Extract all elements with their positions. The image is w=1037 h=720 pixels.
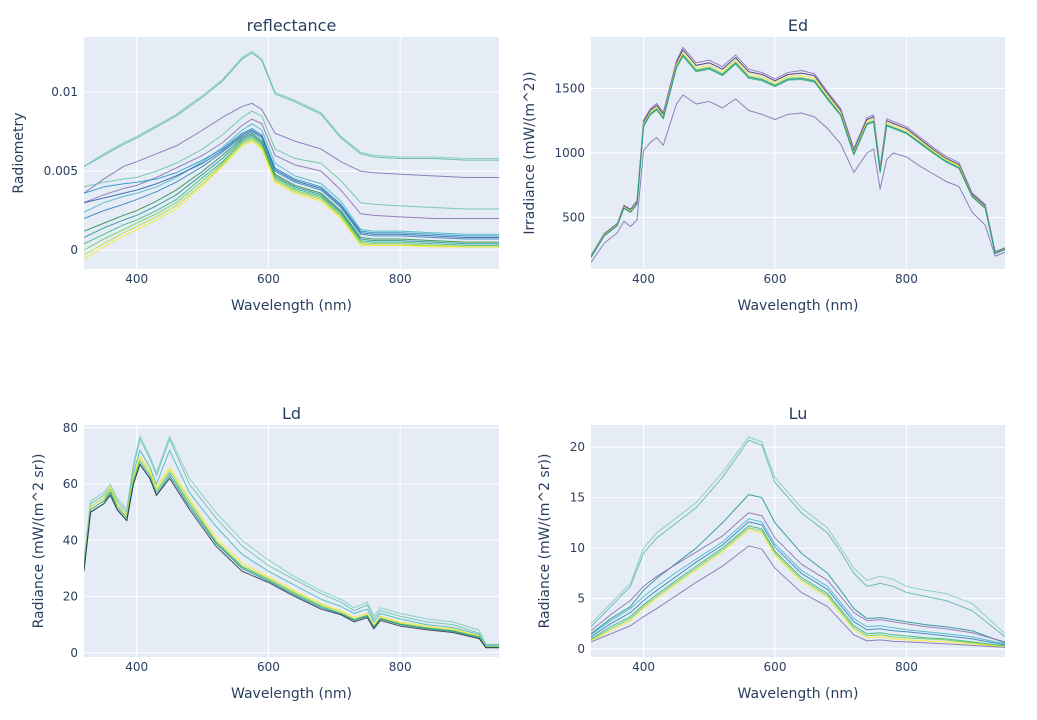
series-line-cast-2 [84,438,499,646]
series-line-cast-2 [591,49,1005,257]
x-tick-label: 600 [764,272,787,286]
y-tick-label: 40 [63,533,78,547]
series-line-cast-6 [84,128,499,237]
series-line-cast-4 [591,51,1005,258]
subplot-Lu: 400 600 800 0 5 10 15 20 Lu Wavelength (nm) Radian… [537,404,1005,702]
series-line-cast-9 [84,132,499,243]
subplot-Ed: 400 600 800 500 1000 1500 Ed Wavelength (nm) Irr… [522,16,1005,314]
y-axis-label: Radiometry [11,112,27,193]
x-tick-label: 600 [257,272,280,286]
subplot-reflectance: 400 600 800 0 0.005 0.01 reflectance Wavelength… [11,16,499,314]
series-group [84,50,499,260]
x-tick-label: 400 [125,272,148,286]
x-tick-label: 600 [764,660,787,674]
series-line-cast-1 [84,435,499,645]
series-line-cast-3 [84,110,499,210]
series-line-cast-9 [591,529,1005,648]
series-line-cast-5 [84,123,499,235]
plot-area [84,425,499,657]
series-line-cast-high-1 [84,50,499,167]
y-axis-label: Radiance (mW/(m^2 sr)) [31,454,47,629]
series-line-cast-6 [591,521,1005,646]
series-group [84,435,499,649]
y-tick-label: 0.005 [44,164,78,178]
x-tick-label: 800 [895,660,918,674]
series-group [591,46,1005,263]
series-line-cast-3 [591,494,1005,644]
y-tick-label: 500 [562,210,585,224]
series-line-cast-4 [84,455,499,648]
y-tick-label: 15 [570,491,585,505]
series-line-cast-4 [591,512,1005,643]
series-line-cast-6 [84,461,499,648]
y-axis-label: Radiance (mW/(m^2 sr)) [537,454,553,629]
plot-area [591,425,1005,657]
subplot-Ld: 400 600 800 0 20 40 60 80 Ld Wavelength (nm) Radia… [31,404,499,702]
x-tick-label: 800 [389,272,412,286]
series-line-cast-12 [84,137,499,251]
series-group [591,436,1005,648]
x-tick-label: 800 [389,660,412,674]
x-tick-label: 600 [257,660,280,674]
series-line-cast-high-2 [84,52,499,167]
series-line-cast-7 [591,54,1005,258]
series-line-cast-7 [84,129,499,238]
series-line-cast-8 [591,527,1005,647]
plot-area [84,37,499,269]
x-tick-label: 800 [895,272,918,286]
y-tick-label: 5 [577,591,585,605]
y-tick-label: 20 [63,590,78,604]
series-line-cast-10 [84,134,499,245]
y-tick-label: 0.01 [51,85,78,99]
y-tick-label: 1500 [554,82,585,96]
x-tick-label: 400 [125,660,148,674]
x-axis-label: Wavelength (nm) [738,686,859,702]
y-tick-label: 1000 [554,146,585,160]
series-line-cast-11 [84,135,499,246]
y-tick-label: 80 [63,421,78,435]
y-tick-label: 0 [70,243,78,257]
series-line-cast-3 [591,46,1005,256]
series-line-cast-1 [591,94,1005,263]
series-line-cast-10 [591,545,1005,648]
y-tick-label: 0 [577,642,585,656]
series-line-cast-2 [84,102,499,194]
y-tick-label: 60 [63,477,78,491]
x-axis-label: Wavelength (nm) [231,686,352,702]
y-axis-label: Irradiance (mW/(m^2)) [522,71,538,234]
series-line-cast-7 [591,525,1005,647]
subplot-title: Ld [282,404,301,423]
x-axis-label: Wavelength (nm) [738,298,859,314]
series-line-cast-8 [84,463,499,649]
series-line-cast-8 [84,131,499,240]
subplot-title: Ed [788,16,808,35]
y-tick-label: 10 [570,541,585,555]
subplot-title: Lu [789,404,808,423]
x-tick-label: 400 [632,660,655,674]
series-line-cast-high-1 [591,436,1005,635]
series-line-cast-14 [84,140,499,260]
series-line-cast-5 [591,518,1005,645]
x-tick-label: 400 [632,272,655,286]
y-tick-label: 20 [570,440,585,454]
y-tick-label: 0 [70,646,78,660]
subplot-title: reflectance [247,16,337,35]
x-axis-label: Wavelength (nm) [231,298,352,314]
series-line-cast-high-2 [591,439,1005,638]
series-line-cast-4 [84,118,499,219]
